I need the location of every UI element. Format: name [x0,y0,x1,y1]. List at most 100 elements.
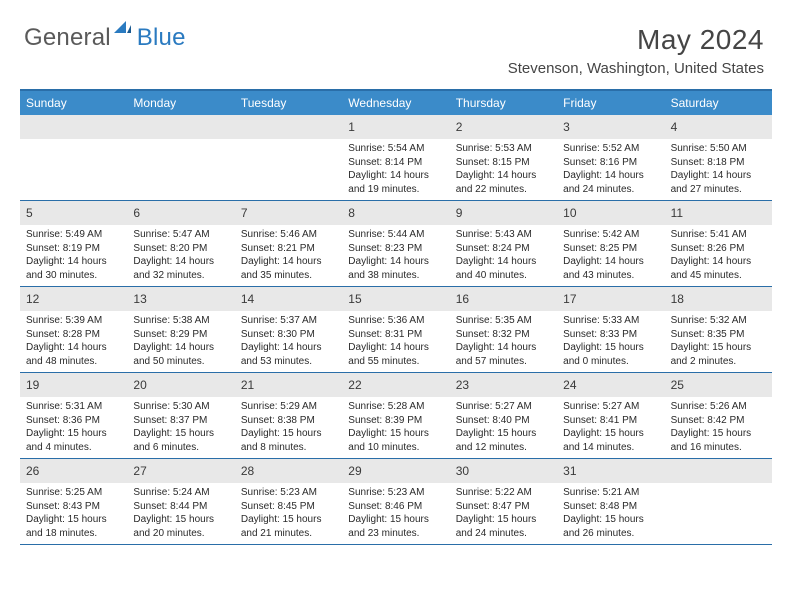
daylight-min-line: and 23 minutes. [348,527,443,541]
sunset-line: Sunset: 8:21 PM [241,242,336,256]
day-details: Sunrise: 5:27 AMSunset: 8:41 PMDaylight:… [557,397,664,458]
calendar-cell: 15Sunrise: 5:36 AMSunset: 8:31 PMDayligh… [342,287,449,372]
calendar-cell: 29Sunrise: 5:23 AMSunset: 8:46 PMDayligh… [342,459,449,544]
daynum-row: 28 [235,459,342,483]
sunset-line: Sunset: 8:43 PM [26,500,121,514]
daylight-line: Daylight: 15 hours [456,427,551,441]
sunrise-line: Sunrise: 5:25 AM [26,486,121,500]
sunrise-line: Sunrise: 5:42 AM [563,228,658,242]
sunrise-line: Sunrise: 5:43 AM [456,228,551,242]
sunset-line: Sunset: 8:19 PM [26,242,121,256]
daylight-min-line: and 32 minutes. [133,269,228,283]
calendar: SundayMondayTuesdayWednesdayThursdayFrid… [20,89,772,545]
sunset-line: Sunset: 8:24 PM [456,242,551,256]
day-details: Sunrise: 5:30 AMSunset: 8:37 PMDaylight:… [127,397,234,458]
sunrise-line: Sunrise: 5:32 AM [671,314,766,328]
sunset-line: Sunset: 8:20 PM [133,242,228,256]
day-header-cell: Friday [557,91,664,115]
calendar-cell: 11Sunrise: 5:41 AMSunset: 8:26 PMDayligh… [665,201,772,286]
logo-blue-text: Blue [137,24,186,52]
sunrise-line: Sunrise: 5:24 AM [133,486,228,500]
day-details: Sunrise: 5:23 AMSunset: 8:45 PMDaylight:… [235,483,342,544]
day-details: Sunrise: 5:21 AMSunset: 8:48 PMDaylight:… [557,483,664,544]
sunset-line: Sunset: 8:18 PM [671,156,766,170]
daylight-line: Daylight: 14 hours [671,255,766,269]
calendar-week: 12Sunrise: 5:39 AMSunset: 8:28 PMDayligh… [20,287,772,373]
day-details: Sunrise: 5:46 AMSunset: 8:21 PMDaylight:… [235,225,342,286]
day-number [26,120,29,134]
day-header-cell: Sunday [20,91,127,115]
daylight-min-line: and 4 minutes. [26,441,121,455]
sunrise-line: Sunrise: 5:22 AM [456,486,551,500]
day-details: Sunrise: 5:52 AMSunset: 8:16 PMDaylight:… [557,139,664,200]
day-header-cell: Saturday [665,91,772,115]
sunset-line: Sunset: 8:26 PM [671,242,766,256]
daynum-row: 27 [127,459,234,483]
daynum-row: 14 [235,287,342,311]
daynum-row: 6 [127,201,234,225]
daylight-min-line: and 38 minutes. [348,269,443,283]
sunset-line: Sunset: 8:23 PM [348,242,443,256]
daylight-line: Daylight: 15 hours [671,341,766,355]
logo: General Blue [24,24,186,52]
sunrise-line: Sunrise: 5:36 AM [348,314,443,328]
header: General Blue May 2024 Stevenson, Washing… [0,0,792,81]
daylight-min-line: and 24 minutes. [563,183,658,197]
daynum-row: 17 [557,287,664,311]
sunrise-line: Sunrise: 5:33 AM [563,314,658,328]
sunrise-line: Sunrise: 5:47 AM [133,228,228,242]
daylight-min-line: and 45 minutes. [671,269,766,283]
daynum-row: 3 [557,115,664,139]
calendar-cell: 26 Sunrise: 5:25 AMSunset: 8:43 PMDayligh… [20,459,127,544]
calendar-week: 1Sunrise: 5:54 AMSunset: 8:14 PMDaylight… [20,115,772,201]
day-number: 29 [348,464,361,478]
day-number: 30 [456,464,469,478]
daylight-min-line: and 22 minutes. [456,183,551,197]
daylight-line: Daylight: 15 hours [26,513,121,527]
day-details: Sunrise: 5:24 AMSunset: 8:44 PMDaylight:… [127,483,234,544]
calendar-cell [127,115,234,200]
day-details [235,139,342,189]
sunrise-line: Sunrise: 5:39 AM [26,314,121,328]
sunset-line: Sunset: 8:29 PM [133,328,228,342]
sunset-line: Sunset: 8:44 PM [133,500,228,514]
daynum-row: 4 [665,115,772,139]
sunset-line: Sunset: 8:30 PM [241,328,336,342]
daylight-min-line: and 21 minutes. [241,527,336,541]
daynum-row: 22 [342,373,449,397]
day-number: 5 [26,206,33,220]
daynum-row [127,115,234,139]
day-number: 24 [563,378,576,392]
daylight-line: Daylight: 14 hours [563,169,658,183]
calendar-cell: 20Sunrise: 5:30 AMSunset: 8:37 PMDayligh… [127,373,234,458]
sunrise-line: Sunrise: 5:49 AM [26,228,121,242]
day-number: 1 [348,120,355,134]
sunset-line: Sunset: 8:42 PM [671,414,766,428]
sunrise-line: Sunrise: 5:23 AM [348,486,443,500]
day-number: 25 [671,378,684,392]
daylight-line: Daylight: 15 hours [348,513,443,527]
calendar-week: 5 Sunrise: 5:49 AMSunset: 8:19 PM Daylight… [20,201,772,287]
sunrise-line: Sunrise: 5:44 AM [348,228,443,242]
sunset-line: Sunset: 8:47 PM [456,500,551,514]
daylight-line: Daylight: 14 hours [348,255,443,269]
calendar-cell: 12Sunrise: 5:39 AMSunset: 8:28 PMDayligh… [20,287,127,372]
day-details: Sunrise: 5:22 AMSunset: 8:47 PMDaylight:… [450,483,557,544]
sunset-line: Sunset: 8:31 PM [348,328,443,342]
day-details: Sunrise: 5:27 AMSunset: 8:40 PMDaylight:… [450,397,557,458]
calendar-cell: 2Sunrise: 5:53 AMSunset: 8:15 PMDaylight… [450,115,557,200]
daylight-line: Daylight: 14 hours [26,341,121,355]
daylight-min-line: and 24 minutes. [456,527,551,541]
calendar-cell: 23Sunrise: 5:27 AMSunset: 8:40 PMDayligh… [450,373,557,458]
sunrise-line: Sunrise: 5:52 AM [563,142,658,156]
daylight-line: Daylight: 14 hours [241,341,336,355]
day-number [133,120,136,134]
day-header-cell: Wednesday [342,91,449,115]
daynum-row: 26 [20,459,127,483]
daynum-row: 19 [20,373,127,397]
day-details: Sunrise: 5:29 AMSunset: 8:38 PMDaylight:… [235,397,342,458]
calendar-weeks: 1Sunrise: 5:54 AMSunset: 8:14 PMDaylight… [20,115,772,545]
calendar-cell: 13Sunrise: 5:38 AMSunset: 8:29 PMDayligh… [127,287,234,372]
daylight-line: Daylight: 14 hours [456,169,551,183]
sunset-line: Sunset: 8:14 PM [348,156,443,170]
